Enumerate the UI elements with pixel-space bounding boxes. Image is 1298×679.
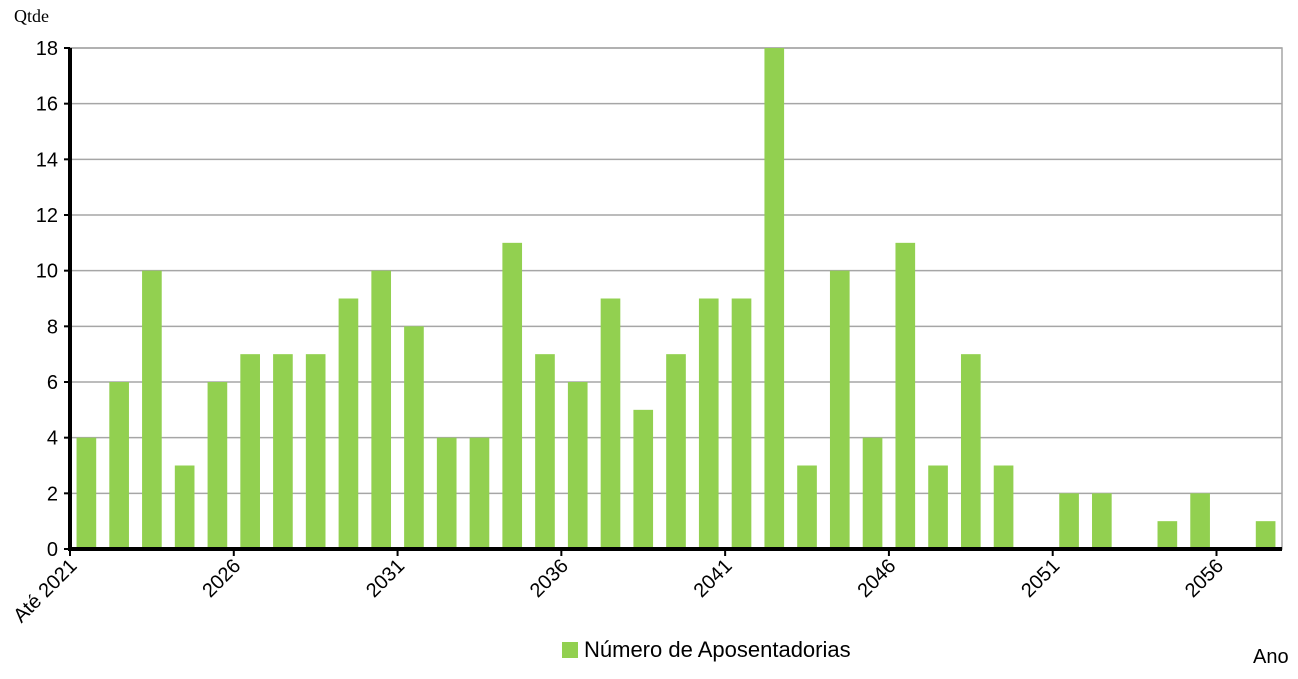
bar [567, 382, 588, 549]
bar [338, 298, 359, 549]
bar [1059, 493, 1079, 549]
bar [764, 48, 785, 549]
bar [76, 437, 97, 549]
x-tick-label: 2046 [853, 555, 900, 602]
bar [240, 354, 260, 549]
bar [862, 437, 883, 549]
bar [666, 354, 686, 549]
bar [797, 465, 817, 549]
bar [142, 270, 162, 549]
bar [895, 242, 916, 550]
bar [1190, 493, 1210, 549]
y-tick-label: 2 [47, 483, 58, 505]
bar [633, 409, 654, 549]
bar [371, 270, 392, 549]
y-tick-label: 12 [36, 205, 58, 227]
y-tick-label: 16 [36, 94, 58, 116]
x-tick-label: 2051 [1017, 555, 1064, 602]
y-axis-label: Qtde [14, 6, 49, 26]
bar [1255, 521, 1276, 549]
bar [207, 382, 228, 549]
x-tick-label: Até 2021 [9, 555, 81, 627]
x-axis-label: Ano [1253, 646, 1289, 668]
bar [600, 298, 621, 549]
legend-swatch [562, 642, 578, 658]
bar [829, 270, 850, 549]
x-tick-label: 2031 [362, 555, 409, 602]
y-tick-label: 8 [47, 316, 58, 338]
y-tick-label: 6 [47, 372, 58, 394]
bar [731, 298, 752, 549]
y-tick-label: 0 [47, 539, 58, 561]
y-tick-label: 10 [36, 261, 58, 283]
y-tick-label: 4 [47, 428, 58, 450]
x-tick-label: 2026 [198, 555, 245, 602]
bar [993, 465, 1014, 549]
bar [305, 354, 326, 549]
legend-label: Número de Aposentadorias [584, 637, 851, 662]
bar [469, 437, 490, 549]
y-tick-label: 18 [36, 38, 58, 60]
bar [960, 354, 981, 549]
y-tick-label: 14 [36, 149, 58, 171]
bar [535, 354, 555, 549]
bar [436, 437, 457, 549]
bar [928, 465, 948, 549]
bar [404, 326, 424, 549]
bar [698, 298, 719, 549]
bar [109, 382, 129, 549]
bar [502, 242, 523, 550]
bar [174, 465, 195, 549]
bar [1157, 521, 1178, 549]
bar [273, 354, 293, 549]
x-tick-label: 2036 [526, 555, 573, 602]
x-tick-label: 2041 [690, 555, 737, 602]
bar [1092, 493, 1112, 549]
x-tick-label: 2056 [1181, 555, 1228, 602]
